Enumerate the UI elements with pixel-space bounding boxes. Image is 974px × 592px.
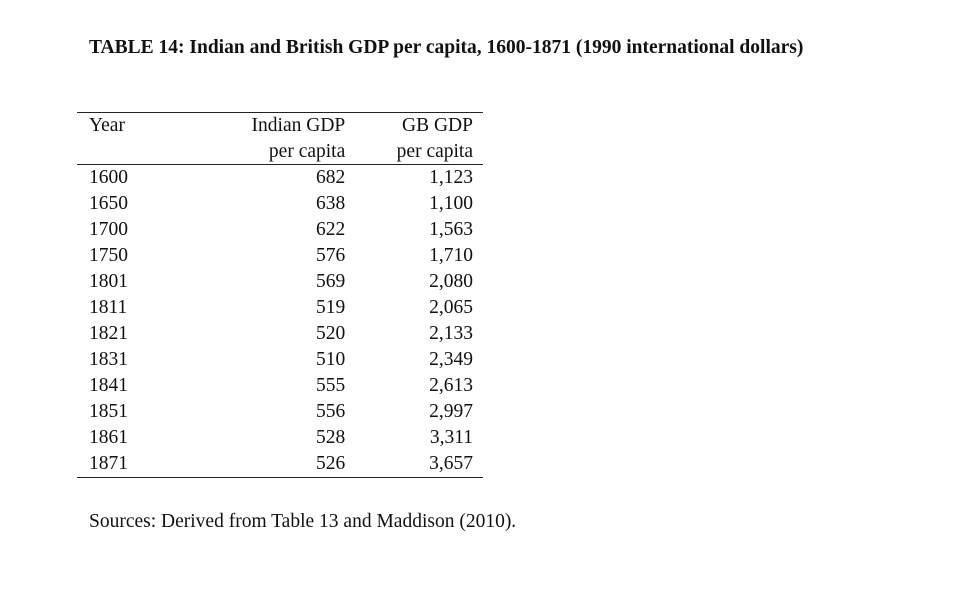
header-year: Year (77, 113, 233, 140)
header-gb-gdp: GB GDP (345, 113, 483, 140)
header-indian-gdp: Indian GDP (233, 113, 345, 140)
header-row: Year Indian GDP GB GDP (77, 113, 483, 140)
indian-gdp-cell: 576 (233, 243, 345, 269)
header-row-2: per capita per capita (77, 139, 483, 165)
gb-gdp-cell: 3,311 (345, 425, 483, 451)
indian-gdp-cell: 510 (233, 347, 345, 373)
sources-note: Sources: Derived from Table 13 and Maddi… (89, 509, 516, 534)
table-row: 1821 520 2,133 (77, 321, 483, 347)
gb-gdp-cell: 1,710 (345, 243, 483, 269)
year-cell: 1801 (77, 269, 233, 295)
table-row: 1861 528 3,311 (77, 425, 483, 451)
gb-gdp-cell: 2,613 (345, 373, 483, 399)
indian-gdp-cell: 526 (233, 451, 345, 478)
year-cell: 1851 (77, 399, 233, 425)
year-cell: 1700 (77, 217, 233, 243)
table-row: 1851 556 2,997 (77, 399, 483, 425)
year-cell: 1841 (77, 373, 233, 399)
table-row: 1871 526 3,657 (77, 451, 483, 478)
indian-gdp-cell: 556 (233, 399, 345, 425)
indian-gdp-cell: 638 (233, 191, 345, 217)
table-caption: TABLE 14: Indian and British GDP per cap… (89, 35, 884, 60)
indian-gdp-cell: 520 (233, 321, 345, 347)
indian-gdp-cell: 569 (233, 269, 345, 295)
gb-gdp-cell: 1,563 (345, 217, 483, 243)
gb-gdp-cell: 2,997 (345, 399, 483, 425)
indian-gdp-cell: 519 (233, 295, 345, 321)
gb-gdp-cell: 1,123 (345, 165, 483, 192)
gb-gdp-cell: 2,133 (345, 321, 483, 347)
header-gb-per-capita: per capita (345, 139, 483, 165)
indian-gdp-cell: 528 (233, 425, 345, 451)
year-cell: 1871 (77, 451, 233, 478)
table-body: 1600 682 1,123 1650 638 1,100 1700 622 1,563 1750… (77, 165, 483, 478)
gb-gdp-cell: 2,349 (345, 347, 483, 373)
table-row: 1600 682 1,123 (77, 165, 483, 192)
table-row: 1750 576 1,710 (77, 243, 483, 269)
table-row: 1831 510 2,349 (77, 347, 483, 373)
table-header: Year Indian GDP GB GDP per capita per ca… (77, 113, 483, 165)
gb-gdp-cell: 2,080 (345, 269, 483, 295)
year-cell: 1600 (77, 165, 233, 192)
table-row: 1801 569 2,080 (77, 269, 483, 295)
year-cell: 1831 (77, 347, 233, 373)
year-cell: 1811 (77, 295, 233, 321)
header-indian-per-capita: per capita (233, 139, 345, 165)
table-row: 1650 638 1,100 (77, 191, 483, 217)
gb-gdp-cell: 1,100 (345, 191, 483, 217)
indian-gdp-cell: 555 (233, 373, 345, 399)
year-cell: 1821 (77, 321, 233, 347)
table-row: 1811 519 2,065 (77, 295, 483, 321)
year-cell: 1650 (77, 191, 233, 217)
table-row: 1700 622 1,563 (77, 217, 483, 243)
gb-gdp-cell: 2,065 (345, 295, 483, 321)
indian-gdp-cell: 682 (233, 165, 345, 192)
header-year-blank (77, 139, 233, 165)
gb-gdp-cell: 3,657 (345, 451, 483, 478)
table-row: 1841 555 2,613 (77, 373, 483, 399)
year-cell: 1750 (77, 243, 233, 269)
year-cell: 1861 (77, 425, 233, 451)
indian-gdp-cell: 622 (233, 217, 345, 243)
gdp-table: Year Indian GDP GB GDP per capita per ca… (77, 112, 483, 478)
